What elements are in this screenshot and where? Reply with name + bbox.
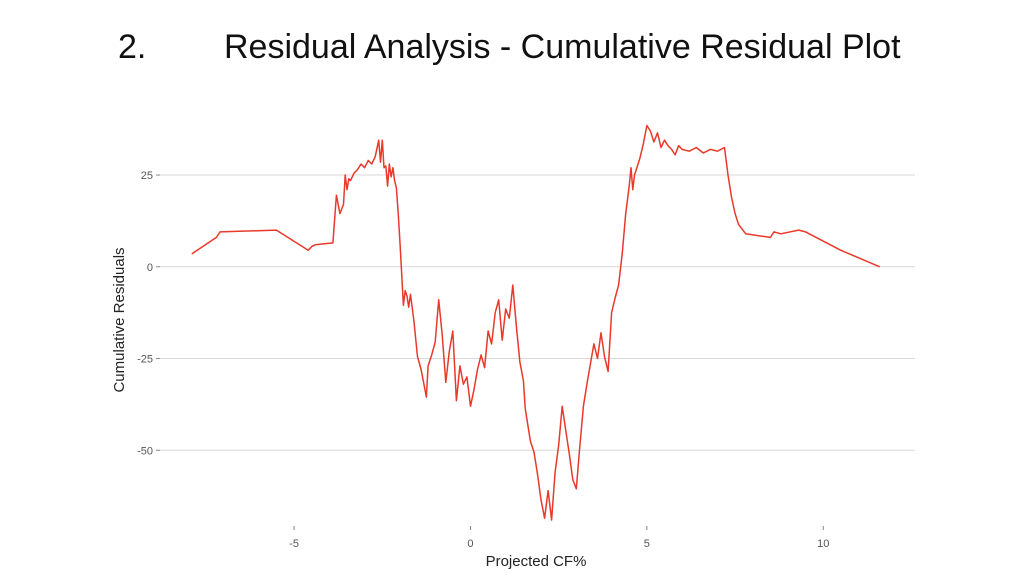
x-tick-label: 5 — [644, 538, 650, 550]
grid-lines — [160, 174, 915, 451]
x-tick-label: 10 — [817, 538, 829, 550]
x-tick-label: 0 — [467, 538, 473, 550]
y-tick-label: -50 — [137, 445, 153, 457]
y-tick-label: 25 — [141, 170, 153, 182]
y-tick-label: -25 — [137, 354, 153, 366]
axis-ticks: 250-25-50-5 0 5 10 — [137, 170, 829, 550]
y-tick-label: 0 — [147, 262, 153, 274]
x-tick-label: -5 — [289, 538, 299, 550]
slide-title: 2. Residual Analysis - Cumulative Residu… — [0, 28, 1024, 78]
y-axis-title: Cumulative Residuals — [111, 247, 128, 392]
slide-title-text: Residual Analysis - Cumulative Residual … — [224, 28, 901, 66]
data-layer — [191, 124, 880, 521]
slide-number: 2. — [118, 28, 147, 66]
series-line — [191, 124, 880, 521]
x-axis-title: Projected CF% — [486, 553, 587, 570]
